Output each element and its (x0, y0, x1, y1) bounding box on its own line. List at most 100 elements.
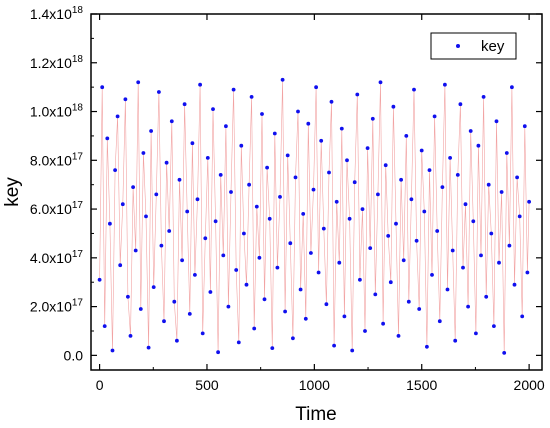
data-point (309, 251, 313, 255)
data-point (296, 109, 300, 114)
data-point (376, 192, 380, 197)
data-point (358, 277, 362, 282)
data-point (406, 299, 411, 304)
data-point (200, 331, 205, 336)
data-point (360, 207, 365, 212)
plot-frame (90, 13, 543, 371)
data-point (507, 243, 512, 248)
data-point (350, 348, 355, 353)
x-tick-label: 1000 (299, 377, 330, 393)
data-point (476, 143, 481, 148)
data-point (291, 336, 295, 341)
data-point (455, 173, 460, 177)
data-point (146, 345, 151, 350)
data-point (489, 231, 494, 236)
data-point (288, 241, 293, 246)
data-point (499, 190, 504, 194)
data-point (504, 151, 509, 155)
series-layer (97, 77, 531, 355)
data-point (484, 294, 489, 299)
data-point (177, 177, 182, 182)
y-axis-label: key (2, 177, 23, 207)
data-point (337, 260, 342, 265)
data-point (481, 95, 486, 99)
data-point (486, 182, 491, 187)
data-point (373, 292, 378, 297)
data-point (427, 168, 432, 173)
data-point (512, 282, 517, 287)
data-point (445, 287, 450, 292)
data-point (497, 260, 501, 265)
data-point (169, 119, 174, 124)
data-point (136, 80, 141, 85)
y-tick-label: 6.0x1017 (30, 200, 84, 217)
data-point (345, 158, 349, 163)
data-point (471, 219, 476, 224)
data-point (342, 314, 347, 319)
data-point (412, 87, 416, 92)
data-point (494, 119, 499, 124)
data-point (247, 182, 252, 187)
data-point (110, 348, 115, 353)
data-point (239, 143, 244, 148)
data-point (180, 258, 185, 263)
legend-label: key (481, 38, 505, 55)
data-point (319, 138, 324, 143)
data-point (208, 290, 213, 294)
data-point (440, 185, 445, 190)
data-point (458, 102, 463, 107)
data-point (283, 309, 287, 314)
data-point (133, 248, 138, 253)
data-point (474, 331, 478, 336)
data-point (414, 238, 419, 243)
data-point (492, 324, 496, 328)
data-point (236, 340, 241, 345)
data-point (149, 129, 154, 133)
data-point (108, 221, 112, 226)
data-point (275, 265, 280, 270)
data-point (443, 82, 447, 87)
data-point (463, 202, 468, 207)
data-point (151, 285, 156, 289)
data-point (198, 82, 203, 87)
data-point (182, 102, 187, 107)
data-point (401, 258, 406, 263)
data-point (378, 80, 383, 85)
data-point (321, 226, 326, 231)
y-tick-label: 4.0x1017 (30, 249, 84, 266)
data-point (363, 329, 367, 333)
data-point (260, 112, 264, 116)
data-point (102, 324, 107, 328)
data-point (257, 255, 262, 260)
data-point (141, 151, 146, 155)
data-point (417, 307, 422, 311)
data-point (205, 156, 210, 160)
data-point (422, 209, 427, 214)
data-point (249, 95, 254, 99)
data-point (229, 190, 233, 194)
data-point (453, 338, 458, 343)
data-point (162, 319, 166, 324)
data-point (311, 187, 316, 192)
data-point (242, 231, 246, 236)
data-point (479, 253, 483, 258)
data-point (332, 343, 336, 348)
y-tick-label: 0.0 (64, 347, 84, 363)
data-point (430, 273, 434, 277)
data-point (164, 160, 169, 165)
data-point (394, 221, 398, 226)
data-point (303, 316, 308, 321)
data-point (425, 344, 429, 349)
data-point (520, 314, 525, 319)
data-point (280, 77, 285, 82)
data-point (515, 175, 519, 180)
data-point (131, 185, 136, 190)
data-point (252, 326, 257, 331)
data-point (298, 287, 303, 292)
data-point (527, 199, 531, 204)
data-point (267, 216, 272, 221)
data-point (437, 319, 442, 324)
data-point (510, 85, 514, 90)
data-point (100, 85, 105, 90)
data-point (339, 126, 344, 131)
